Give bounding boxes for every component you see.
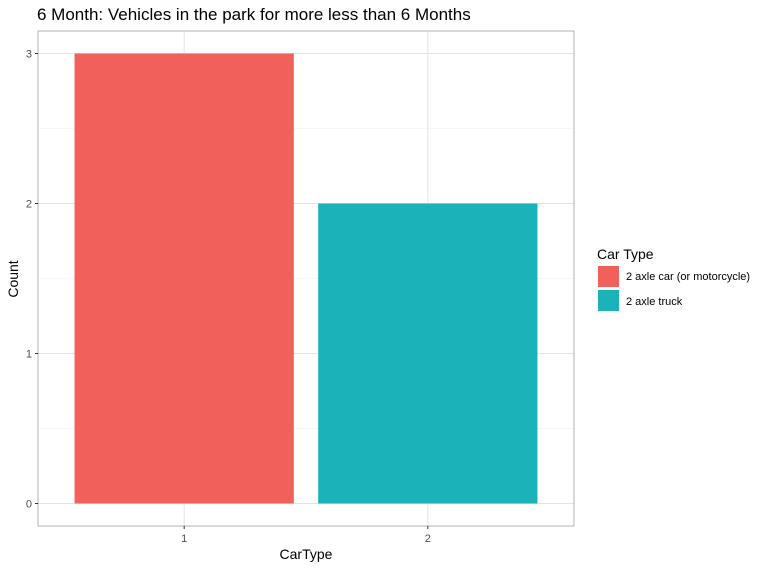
legend: Car Type 2 axle car (or motorcycle) 2 ax… bbox=[597, 246, 750, 311]
bar-2 bbox=[318, 203, 538, 504]
y-axis-title: Count bbox=[5, 260, 21, 297]
x-axis-title: CarType bbox=[280, 546, 333, 562]
panel-border bbox=[37, 30, 575, 527]
chart-title: 6 Month: Vehicles in the park for more l… bbox=[37, 5, 471, 24]
legend-label-car: 2 axle car (or motorcycle) bbox=[626, 271, 750, 283]
y-tick-label: 3 bbox=[26, 49, 32, 61]
legend-item-car: 2 axle car (or motorcycle) bbox=[598, 266, 750, 287]
bars bbox=[74, 53, 538, 504]
legend-swatch-truck bbox=[598, 290, 619, 311]
legend-item-truck: 2 axle truck bbox=[598, 290, 683, 311]
legend-swatch-car bbox=[598, 266, 619, 287]
legend-label-truck: 2 axle truck bbox=[626, 296, 683, 308]
y-tick-label: 1 bbox=[26, 349, 32, 361]
legend-title: Car Type bbox=[597, 246, 654, 262]
x-tick-label: 2 bbox=[425, 533, 431, 545]
plot-panel bbox=[37, 30, 575, 527]
y-axis: 0 1 2 3 bbox=[26, 49, 38, 511]
bar-1 bbox=[74, 53, 294, 504]
y-tick-label: 0 bbox=[26, 499, 32, 511]
x-tick-label: 1 bbox=[181, 533, 187, 545]
y-tick-label: 2 bbox=[26, 199, 32, 211]
